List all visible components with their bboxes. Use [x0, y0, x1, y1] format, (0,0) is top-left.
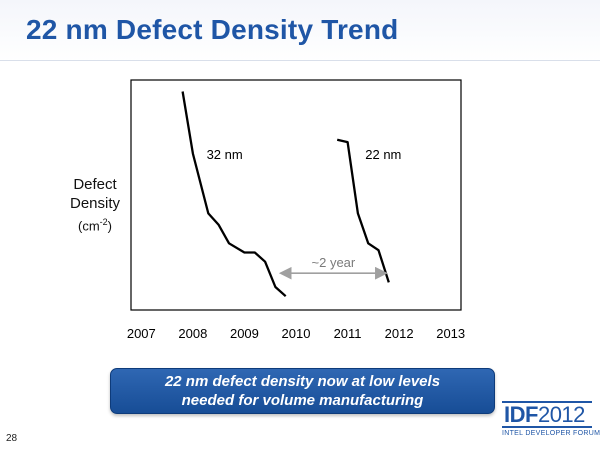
- x-tick-label: 2013: [436, 326, 465, 341]
- callout-line-1: 22 nm defect density now at low levels: [164, 373, 441, 390]
- x-tick-label: 2011: [334, 326, 362, 341]
- series-line-22-nm: [336, 138, 390, 283]
- series-label: 32 nm: [207, 147, 243, 162]
- series-label: 22 nm: [365, 147, 401, 162]
- y-axis-unit-open: (cm: [77, 218, 100, 234]
- slide-title: 22 nm Defect Density Trend: [26, 14, 399, 45]
- x-tick-label: 2012: [385, 326, 414, 341]
- title-band: [0, 0, 600, 62]
- y-axis-unit-close: ): [107, 218, 113, 234]
- x-tick-label: 2008: [178, 326, 207, 341]
- idf-logo-year: 2012: [537, 402, 585, 427]
- y-axis-unit: (cm-2): [40, 213, 150, 235]
- y-axis-label: Defect Density (cm-2): [40, 175, 150, 235]
- idf-logo-prefix: IDF: [504, 402, 538, 427]
- callout-line-2: needed for volume manufacturing: [181, 392, 424, 409]
- defect-density-chart: 32 nm 22 nm 2007 2008 2009 2010 2011 2012 2013 …: [127, 79, 465, 341]
- idf-logo-subtitle: INTEL DEVELOPER FORUM: [502, 430, 600, 437]
- idf-logo-mark: IDF2012: [502, 401, 592, 428]
- page-number: 28: [6, 433, 18, 444]
- summary-callout: 22 nm defect density now at low levels n…: [110, 368, 495, 414]
- plot-frame: [130, 79, 462, 311]
- title-divider: [0, 60, 600, 61]
- idf-logo: IDF2012 INTEL DEVELOPER FORUM: [502, 401, 600, 437]
- gap-annotation-label: ~2 year: [312, 255, 356, 270]
- x-tick-label: 2007: [127, 326, 156, 341]
- y-axis-label-line2: Density: [69, 195, 121, 212]
- y-axis-label-line1: Defect: [73, 176, 117, 193]
- x-tick-label: 2010: [282, 326, 311, 341]
- y-axis-unit-exponent: -2: [99, 217, 108, 227]
- series-line-32-nm: [181, 91, 287, 298]
- x-tick-label: 2009: [230, 326, 259, 341]
